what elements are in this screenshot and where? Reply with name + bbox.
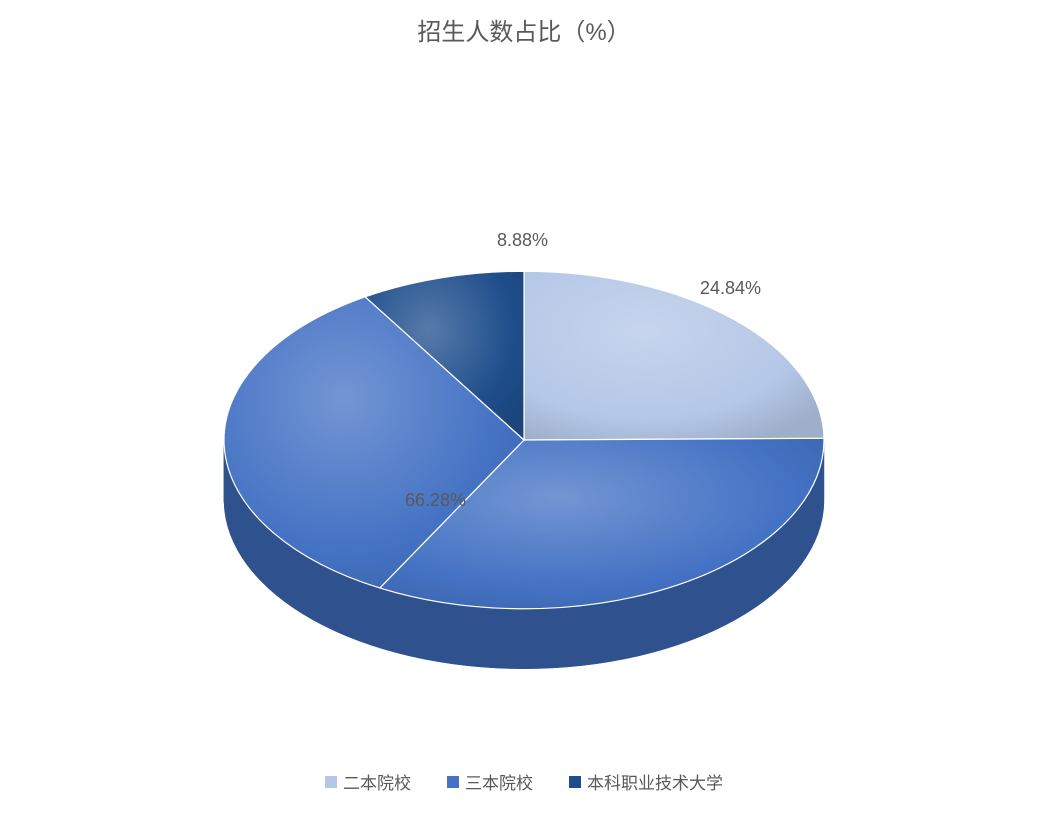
legend-item: 本科职业技术大学: [569, 769, 723, 794]
pie-top-group: [224, 271, 824, 609]
chart-legend: 二本院校 三本院校 本科职业技术大学: [0, 769, 1048, 794]
legend-swatch: [447, 776, 459, 788]
legend-label: 三本院校: [465, 769, 533, 794]
pie-slice: [524, 271, 824, 440]
pie-svg: [0, 0, 1048, 830]
pie-chart: [0, 0, 1048, 830]
data-label: 8.88%: [497, 230, 548, 251]
legend-item: 二本院校: [325, 769, 411, 794]
legend-swatch: [325, 776, 337, 788]
legend-swatch: [569, 776, 581, 788]
data-label: 24.84%: [700, 278, 761, 299]
data-label: 66.28%: [405, 490, 466, 511]
legend-label: 二本院校: [343, 769, 411, 794]
legend-item: 三本院校: [447, 769, 533, 794]
legend-label: 本科职业技术大学: [587, 769, 723, 794]
chart-container: { "chart": { "type": "pie", "title": "招生…: [0, 0, 1048, 830]
